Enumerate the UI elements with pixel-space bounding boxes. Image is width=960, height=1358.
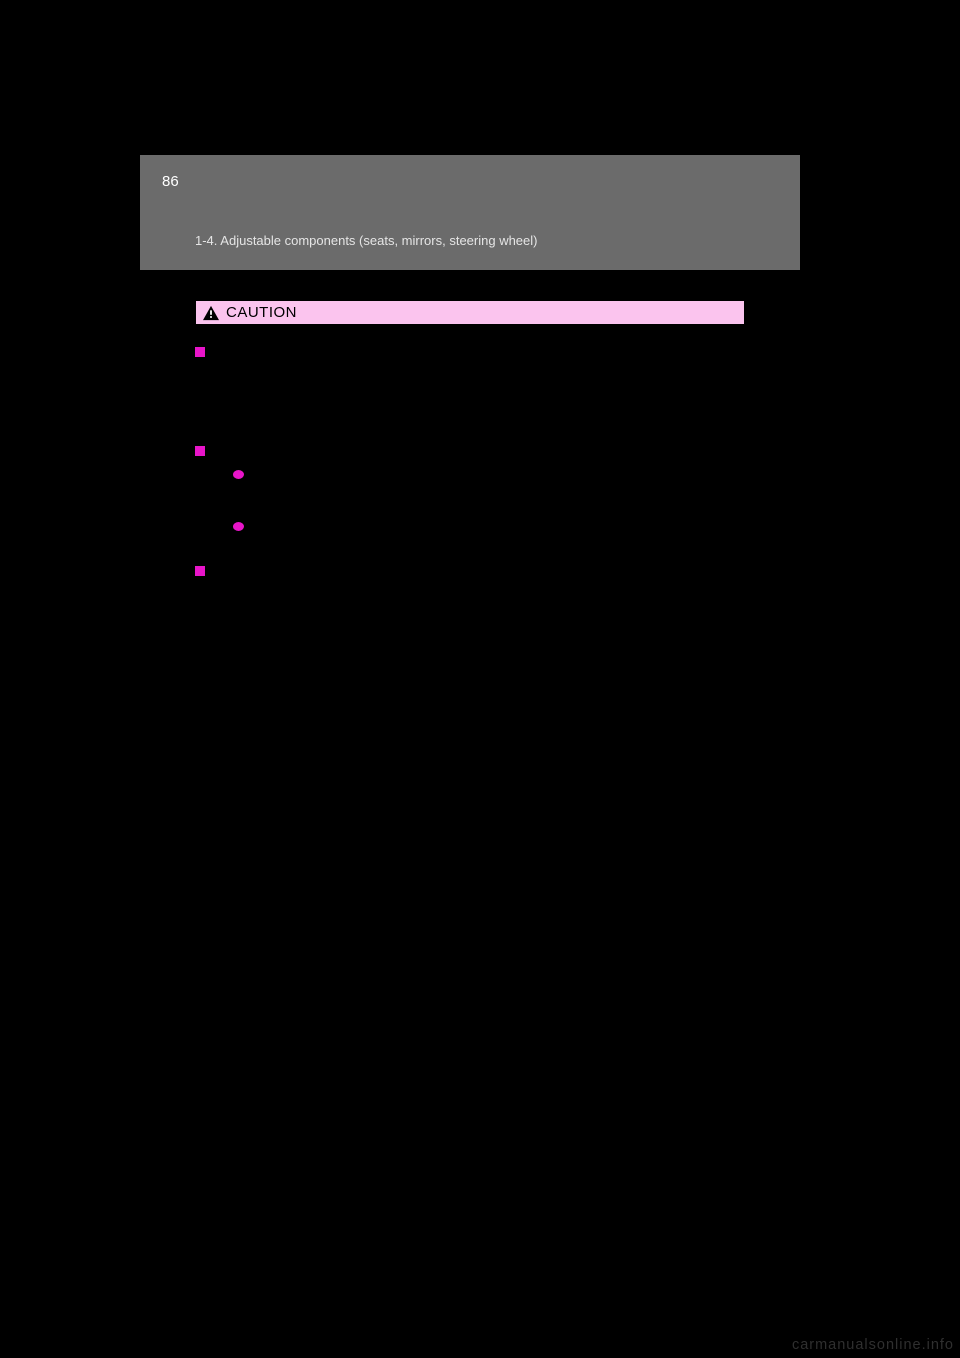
item-text: After adjusting the seat Push the seat a… [215, 563, 745, 628]
watermark-url: carmanualsonline.info [792, 1337, 954, 1353]
item-heading: Adjusting the seat position [215, 344, 745, 359]
caution-item: After adjusting the seat Push the seat a… [195, 563, 745, 628]
round-bullet-icon [233, 470, 244, 479]
manual-page: 86 1-4. Adjustable components (seats, mi… [140, 155, 800, 641]
caution-item: Adjusting the seat position Take care wh… [195, 344, 745, 429]
sub-list: Do not fold the seatbacks down while dri… [215, 466, 745, 538]
item-heading: After adjusting the seat [215, 563, 745, 578]
header-band: 86 1-4. Adjustable components (seats, mi… [140, 155, 800, 270]
caution-label: CAUTION [226, 304, 297, 321]
caution-box: CAUTION [195, 300, 745, 326]
footer: carmanualsonline.info [786, 1330, 960, 1358]
round-bullet-icon [233, 522, 244, 531]
square-bullet-icon [195, 347, 205, 357]
item-heading: When adjusting or folding the rear seats [215, 443, 745, 458]
square-bullet-icon [195, 446, 205, 456]
content-area: CAUTION Adjusting the seat position Take… [140, 270, 800, 627]
caution-sub-item: Do not fold the seatbacks down while dri… [215, 466, 745, 508]
caution-item: When adjusting or folding the rear seats… [195, 443, 745, 548]
section-title: 1-4. Adjustable components (seats, mirro… [195, 233, 538, 248]
item-body: Take care when adjusting the seat positi… [215, 367, 745, 429]
item-text: Adjusting the seat position Take care wh… [215, 344, 745, 429]
warning-triangle-icon [202, 305, 220, 321]
item-text: When adjusting or folding the rear seats… [215, 443, 745, 548]
caution-sub-item: Be careful not to get hands, feet pinche… [215, 518, 745, 539]
caution-header: CAUTION [196, 301, 744, 325]
item-body: Push the seat and seatback forward and r… [215, 586, 745, 628]
square-bullet-icon [195, 566, 205, 576]
item-body: Do not fold the seatbacks down while dri… [254, 466, 745, 508]
page-number: 86 [162, 173, 179, 190]
item-body: Be careful not to get hands, feet pinche… [254, 518, 692, 539]
